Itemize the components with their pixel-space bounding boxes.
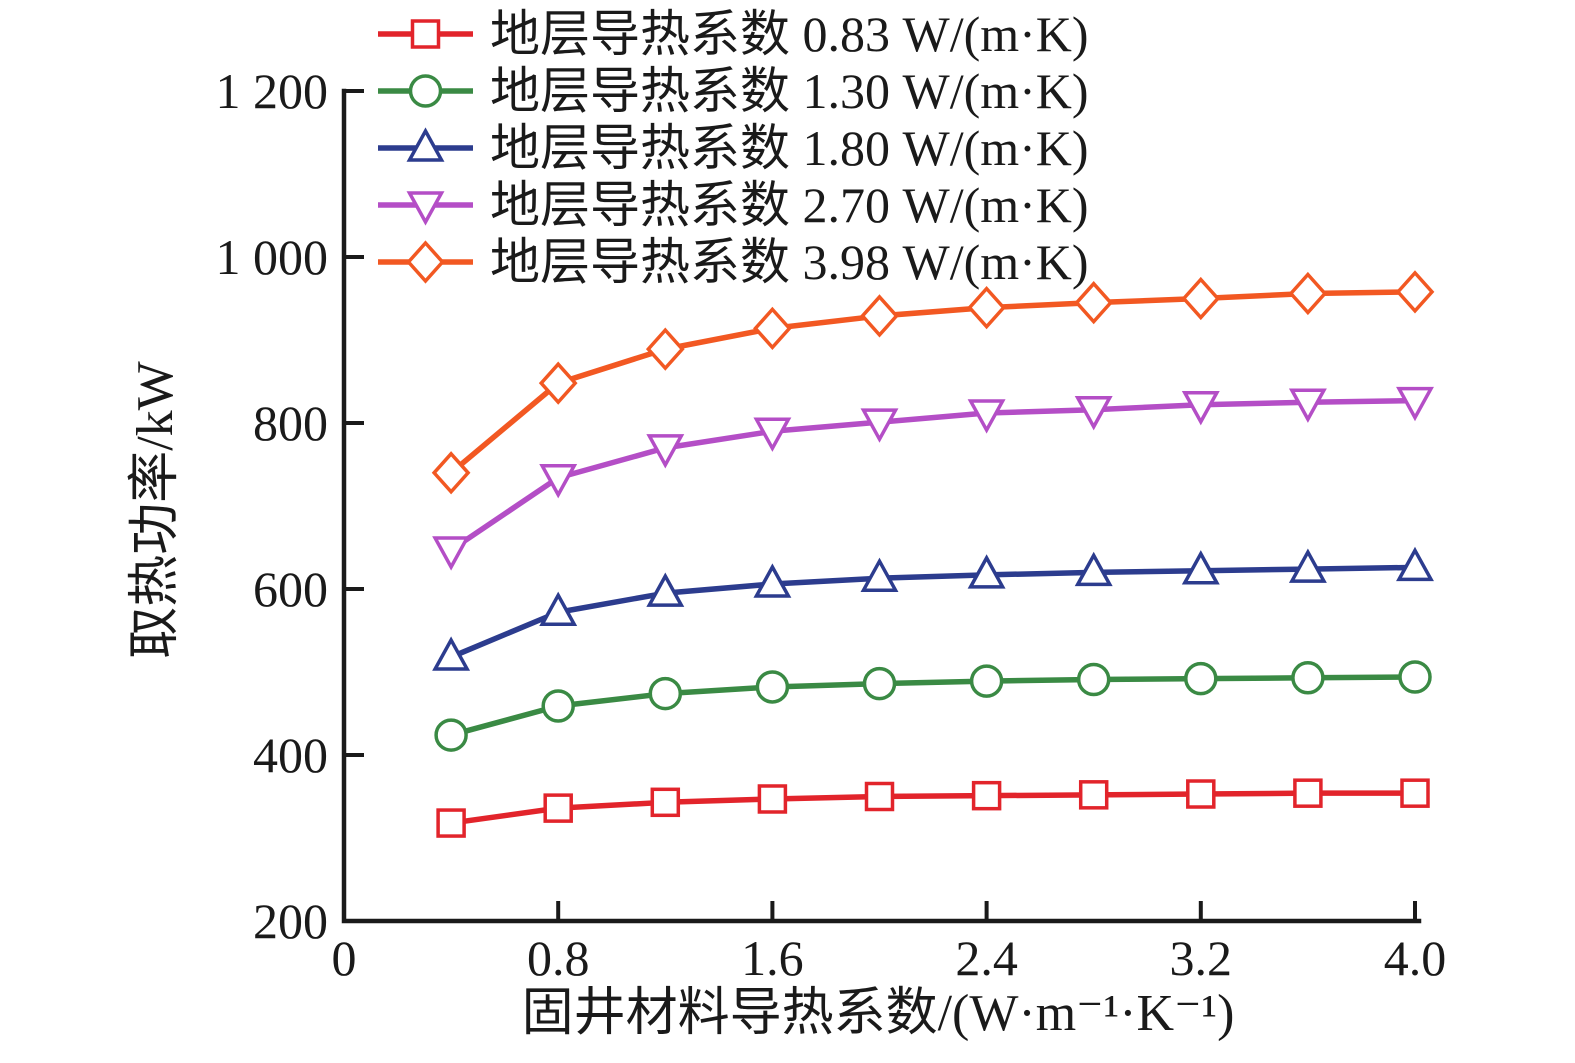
data-point-marker [860, 294, 899, 338]
data-point-marker [1184, 661, 1218, 696]
data-point-marker [967, 399, 1006, 434]
legend-marker [406, 191, 445, 226]
data-point-marker [646, 434, 685, 469]
legend-item: 地层导热系数 1.80 W/(m·K) [378, 120, 1089, 176]
series [434, 660, 1432, 752]
data-point-marker [1293, 778, 1323, 808]
series-line [450, 674, 1416, 738]
x-tick-label: 2.4 [955, 930, 1018, 986]
data-point-marker [1288, 271, 1328, 316]
x-axis-title: 固井材料导热系数/(W·m⁻¹·K⁻¹) [522, 985, 1235, 1042]
data-point-marker [538, 361, 578, 405]
axes: 200 400 600 800 1 000 1 200 0 0.8 1.6 2.4 3.2 4.0 [216, 63, 1447, 986]
data-point-marker [1074, 551, 1113, 587]
data-point-marker [436, 808, 466, 838]
data-point-marker [1400, 778, 1430, 808]
data-point-marker [1181, 276, 1221, 321]
legend-item: 地层导热系数 0.83 W/(m·K) [378, 6, 1089, 62]
data-point-marker [864, 781, 895, 812]
data-point-marker [650, 787, 681, 818]
y-axis-title: 取热功率/kW [127, 361, 184, 659]
y-tick-label: 1 200 [216, 63, 329, 119]
y-tick-label: 200 [253, 893, 328, 949]
data-point-marker [753, 306, 792, 351]
data-point-marker [1288, 548, 1327, 583]
series-layer [431, 270, 1435, 838]
data-point-marker [1396, 546, 1434, 582]
data-point-marker [646, 572, 685, 607]
data-point-marker [967, 554, 1006, 589]
legend-marker [408, 74, 443, 108]
data-point-marker [1076, 662, 1111, 697]
data-point-marker [1291, 661, 1325, 695]
legend-item: 地层导热系数 3.98 W/(m·K) [378, 234, 1089, 290]
legend: 地层导热系数 0.83 W/(m·K)地层导热系数 1.30 W/(m·K)地层… [378, 6, 1089, 290]
legend-marker [410, 19, 441, 49]
data-point-marker [1078, 780, 1109, 810]
series-line [449, 397, 1416, 553]
data-point-marker [755, 670, 790, 704]
data-point-marker [1395, 270, 1435, 314]
x-tick-label: 0 [332, 930, 357, 986]
legend-marker [406, 240, 445, 284]
legend-label: 地层导热系数 1.80 W/(m·K) [490, 120, 1089, 176]
data-point-marker [753, 417, 792, 452]
data-point-marker [967, 286, 1006, 330]
series-line [450, 564, 1416, 660]
series [436, 778, 1430, 838]
data-point-marker [431, 451, 471, 495]
y-tick-label: 800 [253, 395, 328, 451]
data-point-marker [1288, 388, 1327, 423]
y-tick-label: 1 000 [216, 229, 329, 285]
legend-label: 地层导热系数 0.83 W/(m·K) [490, 6, 1089, 62]
data-point-marker [543, 793, 573, 823]
x-tick-label: 3.2 [1170, 930, 1233, 986]
series-line [450, 790, 1415, 826]
data-point-marker [1074, 281, 1114, 325]
data-point-marker [432, 536, 471, 571]
x-tick-label: 0.8 [527, 930, 590, 986]
data-point-marker [1181, 390, 1220, 426]
data-point-marker [1181, 550, 1220, 585]
data-point-marker [539, 591, 578, 626]
y-tick-label: 600 [253, 561, 328, 617]
data-point-marker [753, 563, 792, 598]
data-point-marker [757, 784, 788, 814]
data-point-marker [969, 664, 1004, 698]
legend-marker [406, 127, 445, 162]
series [432, 386, 1434, 571]
data-point-marker [862, 666, 897, 701]
series-line [449, 289, 1416, 475]
data-point-marker [1396, 386, 1434, 422]
data-point-marker [432, 636, 471, 671]
legend-label: 地层导热系数 3.98 W/(m·K) [490, 234, 1089, 290]
data-point-marker [648, 676, 683, 711]
data-point-marker [860, 557, 899, 592]
data-point-marker [645, 327, 685, 371]
data-point-marker [1074, 395, 1113, 431]
data-point-marker [434, 718, 468, 752]
series [431, 270, 1435, 495]
data-point-marker [539, 464, 578, 499]
y-tick-label: 400 [253, 727, 328, 783]
x-tick-label: 1.6 [741, 930, 804, 986]
data-point-marker [541, 689, 575, 723]
data-point-marker [1398, 660, 1432, 694]
x-tick-label: 4.0 [1384, 930, 1447, 986]
legend-label: 地层导热系数 1.30 W/(m·K) [490, 63, 1089, 119]
data-point-marker [860, 408, 899, 443]
data-point-marker [1186, 779, 1216, 809]
legend-item: 地层导热系数 1.30 W/(m·K) [378, 63, 1089, 119]
legend-item: 地层导热系数 2.70 W/(m·K) [378, 177, 1089, 233]
series [432, 546, 1434, 671]
legend-label: 地层导热系数 2.70 W/(m·K) [490, 177, 1089, 233]
data-point-marker [971, 780, 1002, 811]
